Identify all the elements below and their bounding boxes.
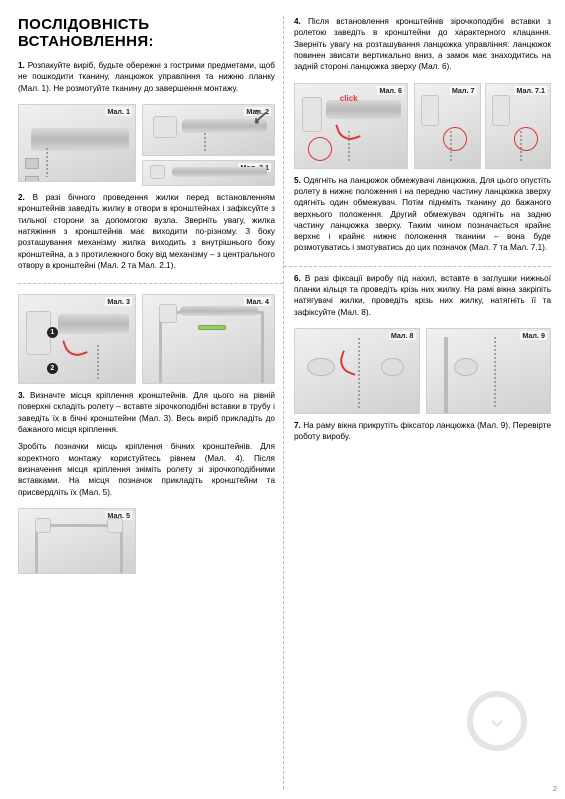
divider-left — [18, 283, 283, 284]
callout-1: 1 — [47, 327, 58, 338]
figure-2: Мал. 2 — [142, 104, 275, 156]
figure-4-label: Мал. 4 — [244, 297, 271, 306]
figure-9: Мал. 9 — [426, 328, 552, 414]
page-number: 2 — [553, 784, 557, 793]
figure-7-1-label: Мал. 7.1 — [514, 86, 547, 95]
columns: ПОСЛІДОВНІСТЬ ВСТАНОВЛЕННЯ: 1. Розпакуйт… — [18, 16, 551, 789]
page-title: ПОСЛІДОВНІСТЬ ВСТАНОВЛЕННЯ: — [18, 16, 275, 50]
divider-right — [284, 266, 551, 267]
figure-row-8-9: Мал. 8 Мал. 9 — [294, 328, 551, 414]
figure-1: Мал. 1 — [18, 104, 136, 182]
figure-3: Мал. 3 1 2 — [18, 294, 136, 384]
figure-5: Мал. 5 — [18, 508, 136, 574]
figure-4: Мал. 4 — [142, 294, 275, 384]
watermark-icon — [467, 691, 527, 751]
figure-7-1: Мал. 7.1 — [485, 83, 552, 169]
figure-2-1: Мал. 2.1 — [142, 160, 275, 186]
figure-9-label: Мал. 9 — [520, 331, 547, 340]
step-5-text: 5. Одягніть на ланцюжок обмежувачі ланцю… — [294, 175, 551, 254]
step-6-text: 6. В разі фіксації виробу під нахил, вст… — [294, 273, 551, 318]
instruction-page: ПОСЛІДОВНІСТЬ ВСТАНОВЛЕННЯ: 1. Розпакуйт… — [0, 0, 565, 799]
figure-row-1-2: Мал. 1 Мал. 2 Мал. 2.1 — [18, 104, 275, 186]
figure-8: Мал. 8 — [294, 328, 420, 414]
right-column: 4. Після встановлення кронштейнів зірочк… — [284, 16, 551, 789]
click-label: click — [340, 94, 358, 103]
scissors-icon — [252, 108, 268, 124]
figure-row-3-4: Мал. 3 1 2 Мал. 4 — [18, 294, 275, 384]
figure-6-label: Мал. 6 — [377, 86, 404, 95]
figure-7-label: Мал. 7 — [450, 86, 477, 95]
step-1-text: 1. Розпакуйте виріб, будьте обережні з г… — [18, 60, 275, 94]
left-column: ПОСЛІДОВНІСТЬ ВСТАНОВЛЕННЯ: 1. Розпакуйт… — [18, 16, 284, 789]
step-2-text: 2. В разі бічного проведення жилки перед… — [18, 192, 275, 271]
figure-3-label: Мал. 3 — [105, 297, 132, 306]
figure-row-6-7: Мал. 6 click Мал. 7 М — [294, 83, 551, 169]
figure-1-label: Мал. 1 — [105, 107, 132, 116]
level-icon — [198, 325, 226, 330]
step-4-text: 4. Після встановлення кронштейнів зірочк… — [294, 16, 551, 73]
figure-8-label: Мал. 8 — [389, 331, 416, 340]
callout-2: 2 — [47, 363, 58, 374]
step-3b-text: Зробіть позначки місць кріплення бічних … — [18, 441, 275, 498]
step-7-text: 7. На раму вікна прикрутіть фіксатор лан… — [294, 420, 551, 443]
figure-row-5: Мал. 5 — [18, 508, 275, 574]
figure-7: Мал. 7 — [414, 83, 481, 169]
figure-6: Мал. 6 click — [294, 83, 408, 169]
step-3a-text: 3. Визначте місця кріплення кронштейнів.… — [18, 390, 275, 435]
